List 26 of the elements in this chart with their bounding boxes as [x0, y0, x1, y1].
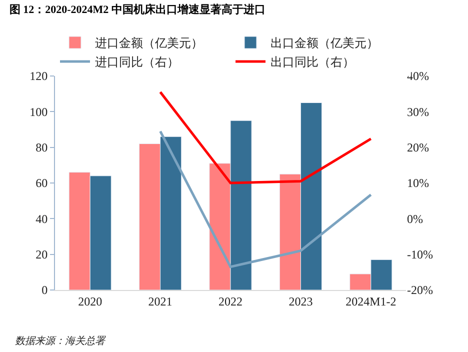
- source-note: 数据来源：海关总署: [15, 335, 106, 347]
- y-tick-label: 80: [36, 140, 48, 155]
- x-tick-label: 2022: [218, 294, 242, 308]
- x-tick-label: 2021: [148, 294, 172, 308]
- legend-label: 进口金额（亿美元）: [95, 36, 203, 50]
- y2-tick-label: 0%: [407, 212, 423, 226]
- chart-title: 图 12：2020-2024M2 中国机床出口增速显著高于进口: [9, 2, 266, 16]
- line-series: [159, 130, 372, 268]
- line-series: [159, 90, 372, 184]
- y2-tick-label: 10%: [407, 176, 429, 190]
- y-tick-label: 60: [36, 176, 48, 190]
- y-tick-label: 120: [30, 69, 48, 84]
- x-tick-label: 2023: [288, 294, 313, 308]
- x-tick-label: 2024M1-2: [346, 294, 396, 308]
- y-tick-label: 40: [36, 212, 48, 226]
- y-tick-label: 20: [36, 248, 48, 262]
- y2-tick-label: -10%: [407, 248, 433, 262]
- x-tick-label: 2020: [78, 294, 102, 308]
- legend-label: 出口金额（亿美元）: [270, 36, 378, 50]
- legend-label: 出口同比（右）: [270, 55, 354, 70]
- y-tick-label: 100: [30, 104, 48, 119]
- y2-tick-label: -20%: [407, 283, 433, 298]
- y2-tick-label: 30%: [407, 104, 429, 119]
- y2-tick-label: 20%: [407, 140, 429, 155]
- y-tick-label: 0: [42, 283, 48, 298]
- legend-label: 进口同比（右）: [95, 55, 179, 70]
